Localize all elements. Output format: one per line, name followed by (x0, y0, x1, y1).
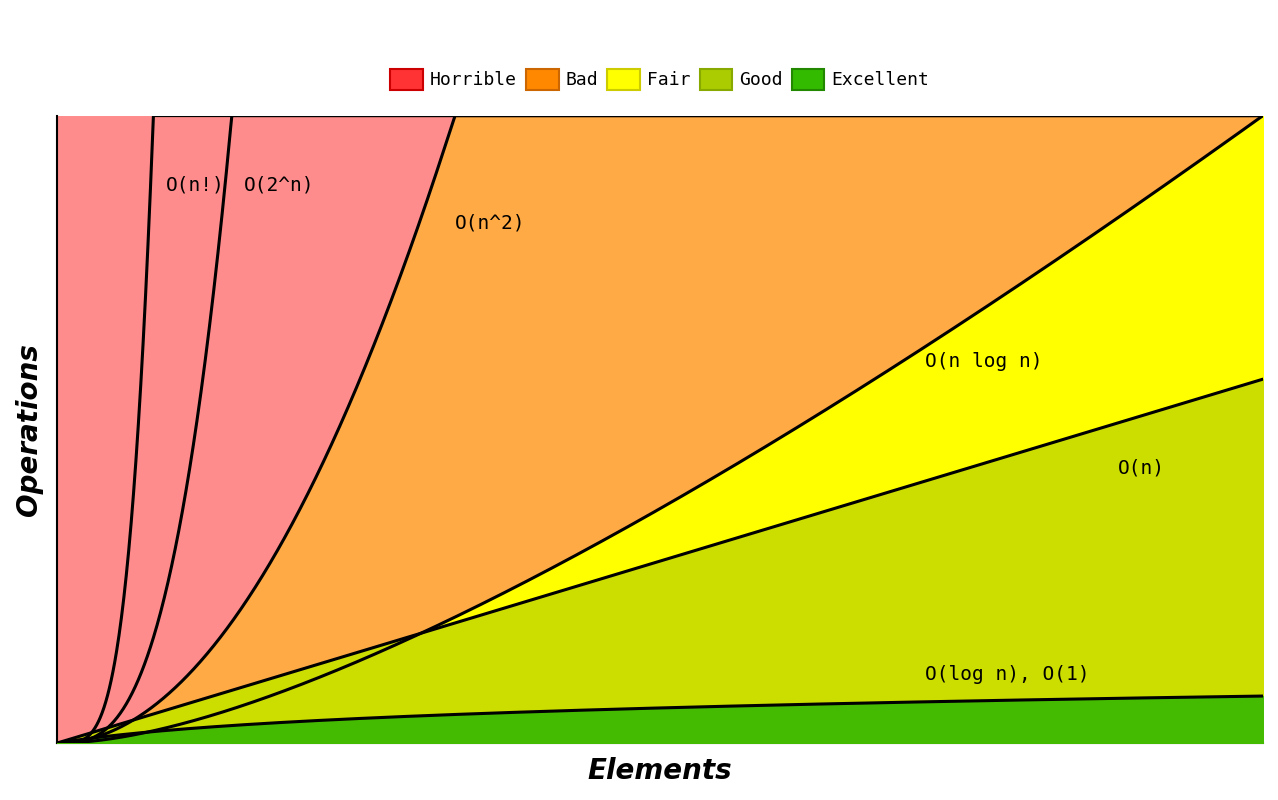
Y-axis label: Operations: Operations (15, 343, 43, 516)
Text: O(n log n): O(n log n) (925, 351, 1043, 370)
Text: O(n^2): O(n^2) (455, 214, 525, 233)
Text: O(n): O(n) (1118, 458, 1166, 478)
Text: O(log n), O(1): O(log n), O(1) (925, 666, 1090, 684)
Text: O(n!): O(n!) (165, 176, 224, 195)
Text: O(2^n): O(2^n) (244, 176, 314, 195)
X-axis label: Elements: Elements (588, 757, 732, 785)
Legend: Horrible, Bad, Fair, Good, Excellent: Horrible, Bad, Fair, Good, Excellent (383, 62, 937, 97)
